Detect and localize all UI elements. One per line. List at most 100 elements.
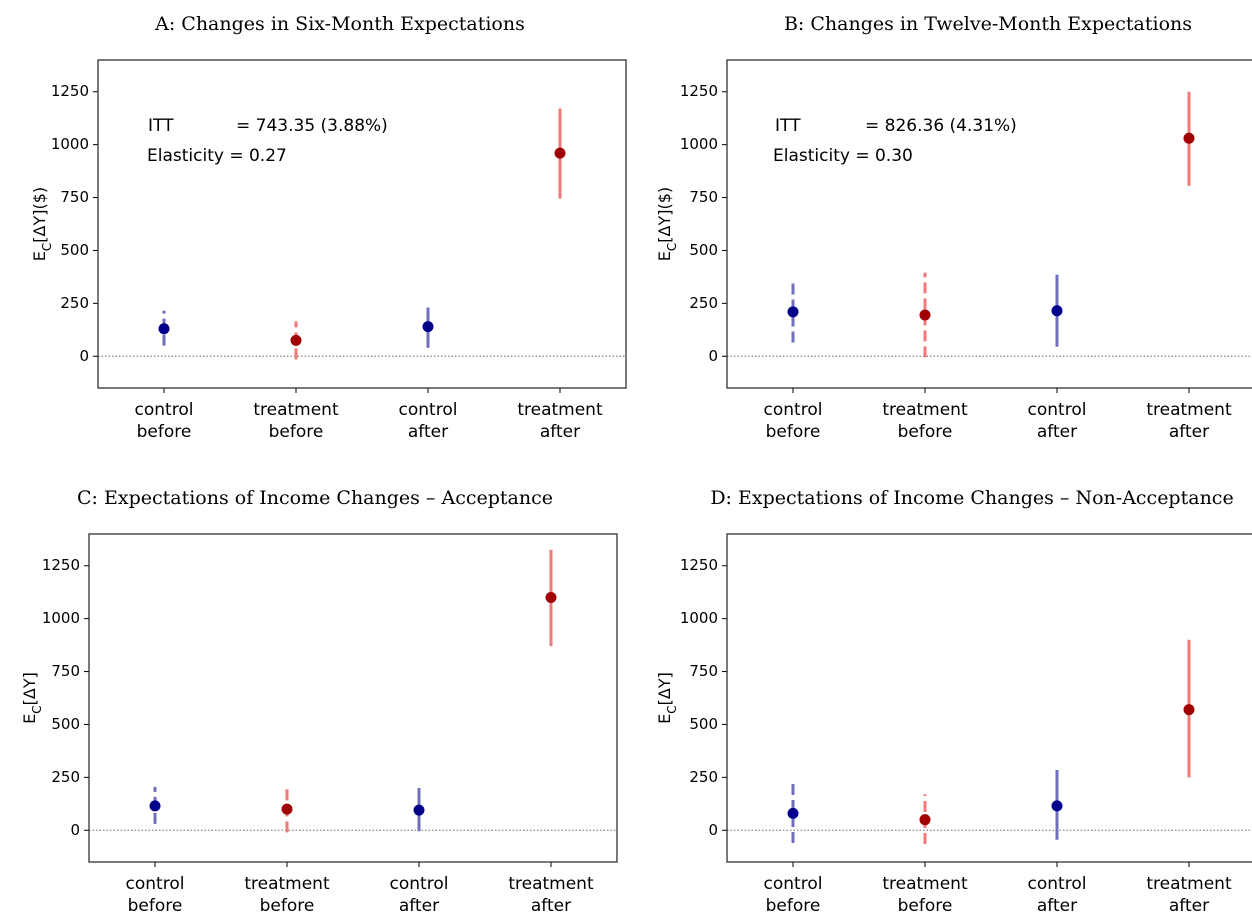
- x-tick-label: after: [1037, 422, 1077, 442]
- y-tick-label: 1250: [51, 82, 89, 100]
- annotation: Elasticity = 0.27: [147, 146, 287, 166]
- y-tick-label: 250: [689, 294, 718, 312]
- x-tick-label: treatment: [517, 400, 603, 420]
- y-tick-label: 500: [60, 241, 89, 259]
- annotation: = 743.35 (3.88%): [236, 116, 388, 136]
- y-tick-label: 1250: [680, 82, 718, 100]
- x-tick-label: after: [1169, 422, 1209, 442]
- annotation: ITT: [148, 116, 174, 136]
- y-tick-label: 500: [689, 241, 718, 259]
- y-tick-label: 750: [689, 662, 718, 680]
- x-tick-label: before: [269, 422, 324, 442]
- x-tick-label: treatment: [1146, 400, 1232, 420]
- annotation: ITT: [775, 116, 801, 136]
- point: [1051, 305, 1063, 317]
- point: [787, 807, 799, 819]
- y-tick-label: 250: [51, 768, 80, 786]
- y-axis-label-part: C: [40, 243, 54, 251]
- x-tick-label: before: [898, 422, 953, 442]
- y-axis-label-part: E: [655, 714, 674, 724]
- x-tick-label: control: [135, 400, 194, 420]
- panel-title: B: Changes in Twelve-Month Expectations: [784, 13, 1192, 35]
- y-tick-label: 500: [689, 715, 718, 733]
- y-tick-label: 0: [70, 821, 80, 839]
- point: [787, 306, 799, 318]
- x-tick-label: control: [126, 874, 185, 894]
- y-axis-label-part: E: [30, 251, 49, 261]
- y-tick-label: 750: [60, 188, 89, 206]
- plot-frame: [97, 59, 627, 389]
- y-axis-label: EC[ΔY]($): [30, 187, 54, 261]
- y-tick-label: 1250: [42, 556, 80, 574]
- x-tick-label: treatment: [253, 400, 339, 420]
- y-tick-label: 1250: [680, 556, 718, 574]
- point: [1183, 132, 1195, 144]
- x-tick-label: after: [1169, 896, 1209, 912]
- point: [919, 309, 931, 321]
- y-axis-label-part: [ΔY]($): [30, 187, 49, 243]
- point: [545, 591, 557, 603]
- y-tick-label: 250: [689, 768, 718, 786]
- y-axis-label-part: C: [665, 705, 679, 713]
- point: [1051, 800, 1063, 812]
- x-tick-label: before: [128, 896, 183, 912]
- x-tick-label: control: [1028, 400, 1087, 420]
- x-tick-label: treatment: [1146, 874, 1232, 894]
- y-tick-label: 0: [708, 821, 718, 839]
- point: [158, 323, 170, 335]
- x-tick-label: treatment: [882, 874, 968, 894]
- x-tick-label: after: [408, 422, 448, 442]
- point: [1183, 704, 1195, 716]
- y-axis-label-part: [ΔY]: [655, 672, 674, 705]
- panel-title: A: Changes in Six-Month Expectations: [154, 13, 525, 35]
- x-tick-label: before: [260, 896, 315, 912]
- y-tick-label: 1000: [51, 135, 89, 153]
- plot-frame: [726, 533, 1252, 863]
- y-axis-label-part: C: [30, 705, 44, 713]
- plot-frame: [726, 59, 1252, 389]
- y-axis-label-part: [ΔY]($): [655, 187, 674, 243]
- x-tick-label: before: [137, 422, 192, 442]
- x-tick-label: control: [764, 400, 823, 420]
- x-tick-label: before: [898, 896, 953, 912]
- y-axis-label: EC[ΔY]($): [655, 187, 679, 261]
- point: [290, 334, 302, 346]
- x-tick-label: treatment: [882, 400, 968, 420]
- y-axis-label: EC[ΔY]: [655, 672, 679, 724]
- x-tick-label: control: [399, 400, 458, 420]
- y-axis-label-part: [ΔY]: [20, 672, 39, 705]
- y-tick-label: 0: [79, 347, 89, 365]
- y-tick-label: 1000: [680, 135, 718, 153]
- x-tick-label: treatment: [244, 874, 330, 894]
- y-tick-label: 0: [708, 347, 718, 365]
- point: [413, 804, 425, 816]
- y-tick-label: 1000: [42, 609, 80, 627]
- x-tick-label: after: [540, 422, 580, 442]
- y-axis-label-part: E: [20, 714, 39, 724]
- y-tick-label: 750: [51, 662, 80, 680]
- panel-title: D: Expectations of Income Changes – Non-…: [710, 487, 1233, 509]
- point: [919, 814, 931, 826]
- point: [422, 321, 434, 333]
- y-tick-label: 1000: [680, 609, 718, 627]
- y-axis-label-part: C: [665, 243, 679, 251]
- point: [149, 800, 161, 812]
- x-tick-label: before: [766, 422, 821, 442]
- plot-frame: [88, 533, 618, 863]
- x-tick-label: after: [399, 896, 439, 912]
- x-tick-label: after: [1037, 896, 1077, 912]
- y-tick-label: 750: [689, 188, 718, 206]
- y-tick-label: 250: [60, 294, 89, 312]
- point: [554, 147, 566, 159]
- y-axis-label-part: E: [655, 251, 674, 261]
- annotation: = 826.36 (4.31%): [865, 116, 1017, 136]
- x-tick-label: control: [390, 874, 449, 894]
- panel-title: C: Expectations of Income Changes – Acce…: [77, 487, 553, 509]
- annotation: Elasticity = 0.30: [773, 146, 913, 166]
- x-tick-label: after: [531, 896, 571, 912]
- x-tick-label: treatment: [508, 874, 594, 894]
- x-tick-label: control: [764, 874, 823, 894]
- point: [281, 803, 293, 815]
- y-tick-label: 500: [51, 715, 80, 733]
